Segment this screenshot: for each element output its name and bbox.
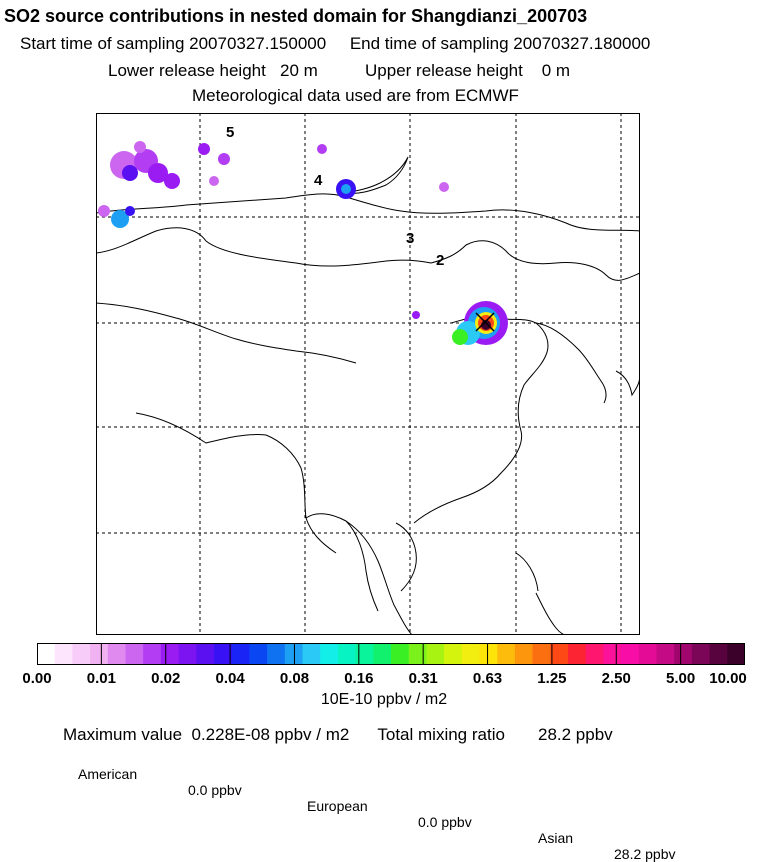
colorbar-swatch — [638, 643, 657, 665]
regional-breakdown: American 0.0 ppbv European 0.0 ppbv Asia… — [0, 750, 768, 862]
max-value-label: Maximum value — [63, 725, 183, 744]
release-height-line: Lower release height 20 m Upper release … — [108, 61, 571, 80]
colorbar-tick-label: 0.02 — [151, 670, 181, 687]
colorbar-swatch — [160, 643, 180, 665]
colorbar-swatch — [497, 643, 516, 665]
concentration-plumes — [98, 141, 508, 345]
colorbar-swatch — [621, 643, 640, 665]
colorbar-swatch — [249, 643, 268, 665]
colorbar-swatch — [337, 643, 357, 665]
colorbar-swatch — [37, 643, 56, 665]
meteorology-source-line: Meteorological data used are from ECMWF — [192, 86, 519, 105]
colorbar-swatch — [72, 643, 91, 665]
domain-label-4: 4 — [314, 172, 323, 189]
station-x-marker — [475, 312, 495, 332]
colorbar-swatch — [196, 643, 215, 665]
colorbar-tick-label: 0.16 — [344, 670, 374, 687]
colorbar-tick-label: 10.00 — [709, 670, 747, 687]
european-value: 0.0 ppbv — [418, 814, 472, 830]
american-label: American — [78, 766, 138, 782]
domain-label-3: 3 — [406, 230, 414, 247]
colorbar-swatch — [532, 643, 551, 665]
max-value: 0.228E-08 ppbv / m2 — [191, 725, 350, 744]
colorbar-swatch — [656, 643, 675, 665]
colorbar-swatch — [391, 643, 410, 665]
colorbar-swatch — [214, 643, 233, 665]
colorbar-swatch — [302, 643, 321, 665]
colorbar-swatch — [691, 643, 711, 665]
colorbar-tick-label: 5.00 — [666, 670, 696, 687]
colorbar-tick-label: 0.01 — [86, 670, 116, 687]
summary-row: Maximum value 0.228E-08 ppbv / m2 Total … — [63, 725, 613, 745]
colorbar — [37, 643, 745, 665]
colorbar-swatch — [479, 643, 498, 665]
colorbar-swatch — [90, 643, 109, 665]
colorbar-frame — [37, 643, 745, 665]
colorbar-swatch — [727, 643, 745, 665]
colorbar-swatch — [107, 643, 126, 665]
colorbar-swatch — [550, 643, 569, 665]
colorbar-swatch — [143, 643, 162, 665]
total-mixing-value: 28.2 ppbv — [538, 725, 613, 744]
colorbar-swatch — [178, 643, 197, 665]
colorbar-swatch — [125, 643, 144, 665]
colorbar-swatch — [585, 643, 604, 665]
domain-label-5: 5 — [226, 124, 234, 141]
colorbar-tick-label: 0.31 — [408, 670, 438, 687]
european-label: European — [307, 798, 368, 814]
colorbar-swatch — [444, 643, 463, 665]
colorbar-swatch — [267, 643, 286, 665]
total-mixing-label: Total mixing ratio — [377, 725, 505, 744]
colorbar-swatch — [54, 643, 73, 665]
map-frame — [96, 113, 640, 635]
map-title: SO2 source contributions in nested domai… — [4, 6, 588, 26]
american-value: 0.0 ppbv — [188, 782, 242, 798]
colorbar-swatch — [514, 643, 534, 665]
colorbar-tick-label: 0.63 — [472, 670, 503, 687]
colorbar-swatch — [603, 643, 622, 665]
asian-value: 28.2 ppbv — [614, 846, 676, 862]
colorbar-swatch — [284, 643, 303, 665]
boundaries — [96, 156, 640, 635]
colorbar-swatch — [320, 643, 339, 665]
colorbar-swatch — [709, 643, 728, 665]
colorbar-swatch — [408, 643, 427, 665]
contribution-map: 5 4 3 2 — [96, 113, 640, 635]
colorbar-swatch — [426, 643, 445, 665]
colorbar-tick-label: 1.25 — [537, 670, 567, 687]
colorbar-swatch — [355, 643, 374, 665]
colorbar-swatch — [231, 643, 250, 665]
asian-label: Asian — [538, 830, 574, 846]
colorbar-swatch — [674, 643, 693, 665]
domain-label-2: 2 — [436, 252, 444, 269]
colorbar-tick-label: 2.50 — [601, 670, 631, 687]
colorbar-swatch — [568, 643, 587, 665]
colorbar-units: 10E-10 ppbv / m2 — [320, 691, 448, 708]
colorbar-swatch — [461, 643, 480, 665]
colorbar-tick-label: 0.04 — [215, 670, 245, 687]
colorbar-tick-label: 0.00 — [22, 670, 52, 687]
colorbar-tick-label: 0.08 — [279, 670, 310, 687]
sampling-time-line: Start time of sampling 20070327.150000 E… — [20, 34, 651, 53]
colorbar-swatch — [373, 643, 392, 665]
